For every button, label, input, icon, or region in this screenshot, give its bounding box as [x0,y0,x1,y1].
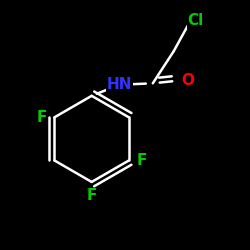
Text: F: F [37,110,47,125]
Text: F: F [136,153,147,168]
Text: Cl: Cl [188,13,204,28]
Text: HN: HN [107,77,132,92]
Text: O: O [182,73,194,88]
Text: F: F [86,188,97,203]
